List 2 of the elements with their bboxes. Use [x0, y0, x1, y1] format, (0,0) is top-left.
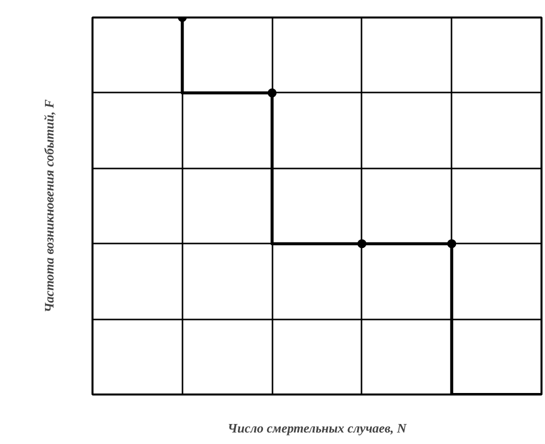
x-axis-title: Число смертельных случаев, N — [228, 420, 407, 436]
y-axis-title: Частота возникновения событий, F — [42, 99, 56, 313]
